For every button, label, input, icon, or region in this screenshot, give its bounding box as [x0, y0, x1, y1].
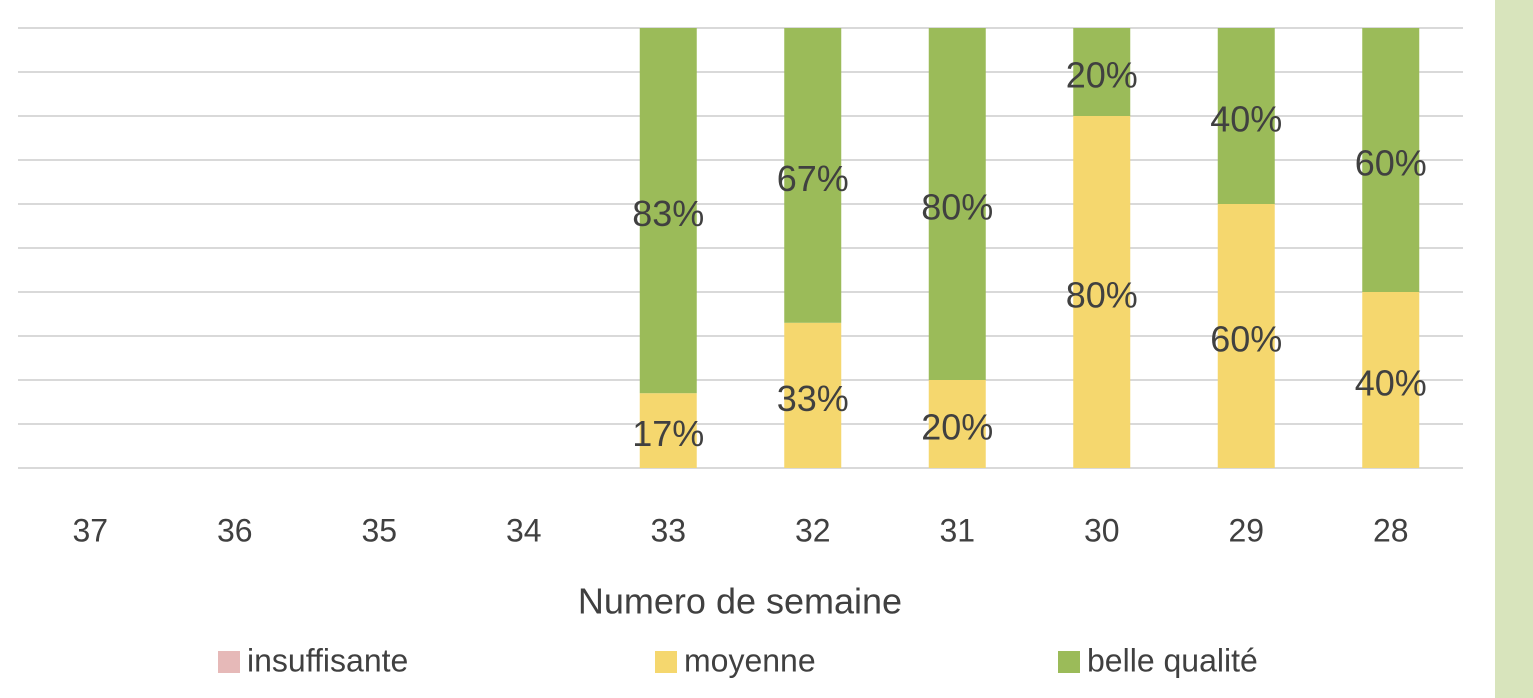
bar-segment	[928, 28, 986, 380]
x-tick-label: 29	[1228, 512, 1264, 548]
legend-label: insuffisante	[247, 642, 408, 678]
data-label: 80%	[1066, 275, 1138, 316]
x-tick-label: 35	[361, 512, 397, 548]
bar-segment	[1073, 116, 1131, 468]
data-label: 40%	[1355, 363, 1427, 404]
x-axis-title: Numero de semaine	[578, 581, 902, 622]
x-tick-label: 32	[795, 512, 831, 548]
bar-segment	[928, 380, 986, 468]
legend-swatch	[218, 651, 240, 673]
bar-segment	[1073, 28, 1131, 116]
legend-swatch	[655, 651, 677, 673]
x-tick-label: 37	[72, 512, 108, 548]
x-tick-label: 28	[1373, 512, 1409, 548]
data-label: 60%	[1210, 319, 1282, 360]
data-label: 83%	[632, 193, 704, 234]
legend-label: belle qualité	[1087, 642, 1258, 678]
bar-segment	[1217, 204, 1275, 468]
side-panel	[1495, 0, 1533, 698]
bar-segment	[639, 393, 697, 468]
data-label: 80%	[921, 187, 993, 228]
data-label: 17%	[632, 413, 704, 454]
data-label: 20%	[1066, 55, 1138, 96]
data-label: 40%	[1210, 99, 1282, 140]
bar-segment	[1362, 292, 1420, 468]
data-label: 67%	[777, 158, 849, 199]
x-tick-label: 30	[1084, 512, 1120, 548]
bar-segment	[784, 28, 842, 323]
legend-label: moyenne	[684, 642, 816, 678]
bar-segment	[1217, 28, 1275, 204]
bar-segment	[784, 322, 842, 468]
bar-segment	[1362, 28, 1420, 292]
data-label: 20%	[921, 407, 993, 448]
bar-segment	[639, 28, 697, 394]
x-tick-label: 36	[217, 512, 253, 548]
legend-swatch	[1058, 651, 1080, 673]
x-tick-label: 34	[506, 512, 542, 548]
x-tick-label: 31	[939, 512, 975, 548]
data-label: 60%	[1355, 143, 1427, 184]
x-tick-label: 33	[650, 512, 686, 548]
data-label: 33%	[777, 378, 849, 419]
